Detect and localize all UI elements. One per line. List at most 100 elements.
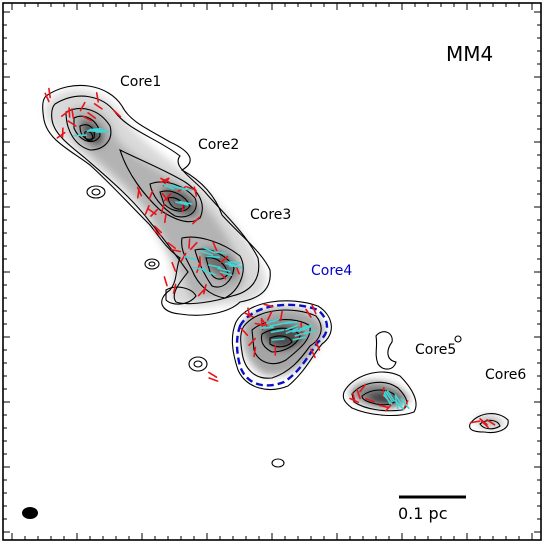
polarization-vector-red [144,205,150,215]
polarization-vector-red [71,108,75,119]
polarization-vector-red [93,103,103,110]
core-label: Core5 [415,342,457,358]
polarization-vector-cyan [228,264,243,268]
polarization-vector-red [279,310,283,322]
polarization-vector-red [349,397,360,404]
polarization-vector-cyan [192,266,206,271]
polarization-vector-cyan [303,329,317,335]
polarization-vector-cyan [227,261,241,264]
polarization-vector-red [359,383,367,393]
polarization-vector-red [87,112,97,119]
polarization-vector-cyan [271,338,285,341]
polarization-vector-red [199,256,202,267]
polarization-vector-cyan [89,127,104,131]
polarization-vector-red [180,252,187,263]
polarization-vector-cyan [88,129,102,133]
polarization-vector-red [163,276,168,287]
polarization-vector-red [253,346,257,358]
axis-ticks [3,3,541,540]
polarization-vector-cyan [394,395,399,410]
core-label: Core1 [120,74,162,90]
polarization-vector-cyan [292,336,306,341]
polarization-vector-red [79,101,86,112]
polarization-vector-red [95,92,99,103]
polarization-vector-cyan [219,271,233,277]
polarization-vector-red [356,389,361,400]
core-label-highlighted: Core4 [311,263,353,279]
polarization-vector-cyan [224,262,239,267]
dust-emission [44,89,505,429]
polarization-vector-red [240,327,249,337]
polarization-vector-red [480,420,489,429]
polarization-vector-cyan [285,327,299,334]
panel-title: MM4 [446,42,494,66]
polarization-vector-red [170,248,182,253]
polarization-vector-red [378,404,389,409]
polarization-vector-cyan [213,251,228,255]
polarization-vector-red [365,397,376,403]
polarization-vector-red [208,377,219,382]
polarization-vector-cyan [299,324,313,330]
polarization-vector-red [212,241,218,252]
polarization-vector-red [56,131,66,139]
polarization-vector-red [311,304,317,315]
core-label: Core3 [250,207,292,223]
polarization-vector-cyan [266,318,280,324]
polarization-vector-red [254,322,266,326]
polarization-vector-red [315,340,321,351]
polarization-vector-cyan [200,250,214,256]
polarization-vector-red [164,212,167,224]
polarization-vector-cyan [73,134,87,137]
polarization-vector-red [153,229,162,237]
polarization-vector-cyan [400,398,410,410]
polarization-vector-cyan [382,394,393,405]
polarization-vector-red [260,317,268,327]
polarization-vector-cyan [270,329,285,334]
polarization-vector-cyan [208,264,222,269]
polarization-vector-red [167,242,176,250]
polarization-vector-red [150,208,159,217]
polarization-vector-red [192,216,201,225]
polarization-vector-red [219,255,229,264]
polarization-vector-red [486,418,496,426]
polarization-vector-cyan [285,324,299,331]
polarization-vector-cyan [202,269,216,276]
polarization-vector-red [208,371,218,379]
scale-bar-label: 0.1 pc [398,504,448,523]
polarization-vector-red [160,203,165,214]
polarization-vector-cyan [183,256,198,261]
polarization-vector-cyan [179,200,193,205]
polarization-vector-red [266,311,273,321]
polarization-vector-cyan [202,246,216,254]
polarization-vector-red [148,189,154,200]
polarization-vector-red [161,192,169,202]
polarization-vector-red [189,241,198,251]
polarization-vector-red [248,337,256,347]
polarization-vector-cyan [171,184,185,190]
polarization-vector-red [385,403,393,412]
polarization-vector-red [305,308,312,318]
polarization-vector-red [310,348,316,359]
polarization-vectors [44,87,496,429]
core4-boundary [235,303,329,387]
polarization-vector-red [48,87,52,99]
polarization-vector-red [186,186,197,192]
intensity-contours [42,84,509,468]
polarization-vector-red [469,420,481,424]
polarization-vector-cyan [217,267,231,273]
polarization-vector-red [82,115,93,122]
polarization-vector-red [244,312,254,318]
polarization-vector-red [67,120,77,127]
polarization-vector-red [113,109,122,118]
polarization-vector-cyan [175,201,189,206]
polarization-vector-red [44,92,50,103]
polarization-vector-red [171,261,177,272]
polarization-vector-red [218,271,227,280]
polarization-vector-red [68,107,71,118]
polarization-vector-red [263,303,274,308]
beam-ellipse [22,507,38,519]
polarization-vector-red [479,418,488,426]
polarization-vector-cyan [386,390,396,402]
